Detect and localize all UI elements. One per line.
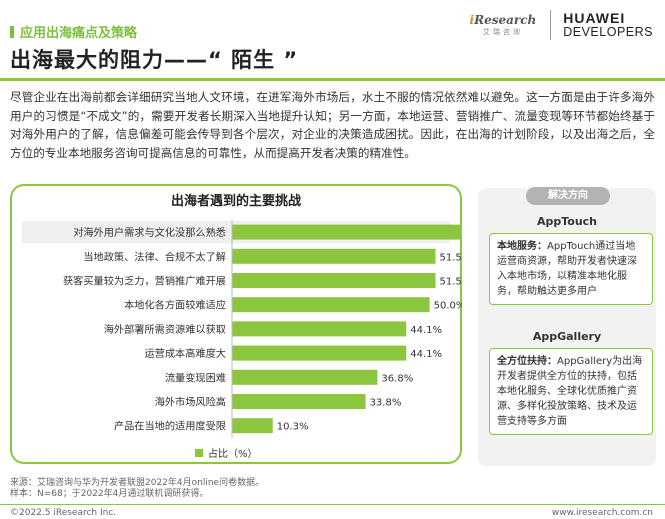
category-label: 对海外用户需求与文化没那么熟悉 [73, 226, 226, 239]
category-label: 海外部署所需资源难以获取 [104, 323, 226, 336]
source-note: 来源：艾瑞咨询与华为开发者联盟2022年4月online问卷数据。 样本：N=6… [10, 478, 264, 500]
apptouch-title: AppTouch [536, 215, 598, 228]
category-label: 产品在当地的适用度受限 [114, 420, 226, 433]
appgallery-card-heading: 全方位扶持： [497, 356, 557, 367]
bar-chart: 对海外用户需求与文化没那么熟悉66.2%当地政策、法律、合规不太了解51.5%获… [22, 220, 462, 460]
header-divider [0, 78, 665, 81]
page-title: 出海最大的阻力——“ 陌生 ” [10, 48, 299, 72]
iresearch-logo-text: Research [474, 13, 537, 27]
category-label: 获客买量较为乏力，营销推广难开展 [63, 275, 226, 288]
apptouch-card: 本地服务：AppTouch通过当地运营商资源，帮助开发者快速深入本地市场，以精准… [489, 233, 653, 305]
section-label-text: 应用出海痛点及策略 [20, 26, 138, 41]
section-marker [10, 26, 14, 38]
huawei-logo-line1: HUAWEI [563, 10, 626, 26]
iresearch-logo-i: i [469, 13, 475, 27]
value-label: 51.5% [440, 252, 462, 263]
bar [232, 224, 462, 240]
chart-title: 出海者遇到的主要挑战 [170, 194, 301, 209]
value-label: 51.5% [440, 277, 462, 288]
value-label: 36.8% [381, 373, 413, 384]
value-label: 50.0% [434, 301, 462, 312]
chart-panel [10, 184, 462, 464]
bar [232, 273, 436, 288]
category-label: 海外市场风险高 [155, 396, 226, 409]
legend-label: 占比（%） [208, 447, 258, 460]
bar [232, 345, 407, 361]
iresearch-logo-sub: 艾瑞咨询 [482, 28, 523, 36]
bar [232, 321, 407, 337]
category-label: 当地政策、法律、合规不太了解 [83, 250, 226, 263]
logo-divider [550, 10, 552, 40]
bar [232, 248, 436, 264]
value-label: 44.1% [410, 349, 442, 360]
value-label: 33.8% [370, 398, 402, 409]
appgallery-card-text: AppGallery为出海开发者提供全方位的扶持，包括本地化服务、全球化优质推广… [497, 356, 643, 427]
solution-tag: 解决方向 [526, 187, 610, 205]
category-label: 本地化各方面较难适应 [124, 299, 226, 312]
appgallery-title: AppGallery [532, 330, 602, 343]
intro-paragraph: 尽管企业在出海前都会详细研究当地人文环境，在进军海外市场后，水土不服的情况依然难… [10, 90, 655, 160]
value-label: 10.3% [277, 422, 309, 433]
bar [232, 394, 366, 409]
source-line: 来源：艾瑞咨询与华为开发者联盟2022年4月online问卷数据。 [10, 478, 265, 488]
bar [232, 297, 430, 313]
category-label: 运营成本高难度大 [145, 347, 227, 360]
bar [232, 369, 378, 385]
website: www.iresearch.com.cn [551, 508, 653, 518]
huawei-logo-line2: DEVELOPERS [563, 25, 653, 39]
section-label: 应用出海痛点及策略 [10, 22, 137, 41]
sample-line: 样本：N=68；于2022年4月通过联机调研获得。 [10, 489, 209, 499]
category-label: 流量变现困难 [165, 371, 226, 384]
footer-divider [0, 504, 665, 505]
huawei-developers-logo: HUAWEI DEVELOPERS [563, 11, 653, 39]
appgallery-card: 全方位扶持：AppGallery为出海开发者提供全方位的扶持，包括本地化服务、全… [489, 348, 653, 435]
legend-swatch [195, 449, 203, 457]
apptouch-card-heading: 本地服务： [497, 241, 547, 252]
apptouch-card-text: AppTouch通过当地运营商资源，帮助开发者快速深入本地市场，以精准本地化服务… [497, 241, 637, 297]
bar [232, 418, 273, 434]
copyright: ©2022.5 iResearch Inc. [10, 508, 117, 518]
value-label: 44.1% [410, 325, 442, 336]
logo-group: iResearch 艾瑞咨询 HUAWEI DEVELOPERS [470, 8, 653, 42]
iresearch-logo: iResearch 艾瑞咨询 [470, 13, 537, 37]
